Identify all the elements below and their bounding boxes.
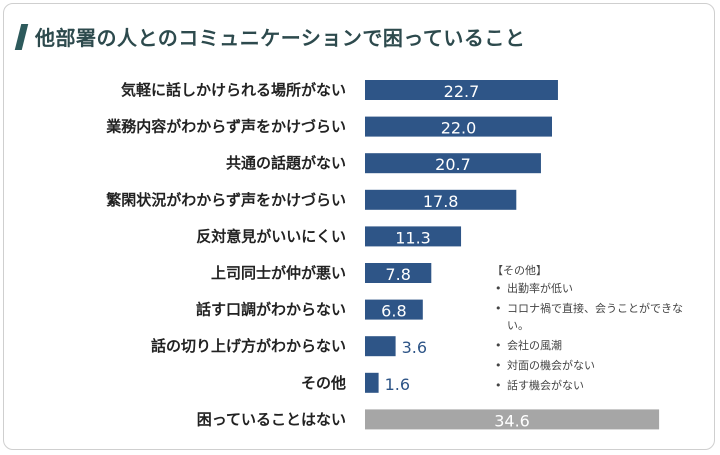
note-item: 対面の機会がない [492,357,702,374]
value-label: 11.3 [395,228,431,247]
category-label: 気軽に話しかけられる場所がない [121,81,346,99]
value-label: 7.8 [385,265,410,284]
category-label: 繁閑状況がわからず声をかけづらい [105,191,346,209]
note-item: 会社の風潮 [492,337,702,354]
note-title: 【その他】 [492,264,547,277]
bar [365,299,423,320]
bar [365,409,660,430]
bar [365,226,462,247]
value-label: 20.7 [435,155,471,174]
bar [365,372,379,393]
value-label: 22.0 [441,119,477,138]
note-item: コロナ禍で直接、会うことができない。 [492,300,702,334]
other-answers-note: 【その他】 出勤率が低い コロナ禍で直接、会うことができない。 会社の風潮 対面… [492,262,702,397]
bar [365,153,541,174]
category-label: 業務内容がわからず声をかけづらい [105,118,346,136]
chart-title-row: 他部署の人とのコミュニケーションで困っていること [14,22,526,51]
chart-frame [3,3,715,450]
value-label: 22.7 [444,82,480,101]
category-label: 困っていることはない [197,410,346,428]
note-item: 出勤率が低い [492,280,702,297]
bar [365,116,552,137]
bar [365,336,396,357]
bar [365,263,432,283]
note-item: 話す機会がない [492,377,702,394]
category-label: 共通の話題がない [226,154,346,172]
value-label: 1.6 [385,375,410,394]
category-label: 話の切り上げ方がわからない [151,337,346,355]
category-label: 反対意見がいいにくい [196,227,346,245]
value-label: 6.8 [381,302,406,321]
value-label: 34.6 [494,411,530,430]
bar [365,189,517,210]
category-label: 話す口調がわからない [196,301,346,319]
value-label: 3.6 [402,338,427,357]
category-label: その他 [301,374,346,392]
chart-title: 他部署の人とのコミュニケーションで困っていること [35,26,526,50]
bar [365,80,558,100]
note-list: 出勤率が低い コロナ禍で直接、会うことができない。 会社の風潮 対面の機会がない… [492,280,702,394]
category-label: 上司同士が仲が悪い [211,264,346,282]
value-label: 17.8 [423,192,459,211]
